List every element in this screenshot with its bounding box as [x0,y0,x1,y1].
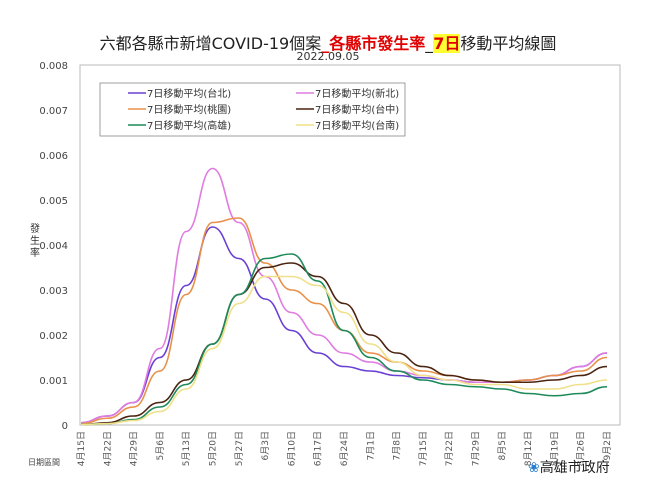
chart-title: 六都各縣市新增COVID-19個案_各縣市發生率_7日移動平均線圖 [0,30,656,54]
x-tick-label: 7月1日 [365,431,376,460]
legend-entry: 7日移動平均(台南) [315,119,399,132]
x-tick-label: 7月8日 [392,431,403,460]
x-tick-label: 7月22日 [444,431,455,466]
x-tick-label: 8月12日 [523,431,534,466]
series-line [80,262,608,426]
chart-subtitle: 2022.09.05 [296,50,360,63]
legend-entry: 7日移動平均(台中) [315,103,399,116]
series-line [80,275,608,426]
y-tick-label: 0.006 [39,151,68,162]
x-tick-label: 6月3日 [260,431,271,460]
y-tick-label: 0.004 [39,241,68,252]
legend-entry: 7日移動平均(台北) [147,87,231,100]
x-tick-label: 8月5日 [497,431,508,460]
x-tick-label: 8月19日 [549,431,560,466]
y-tick-label: 0.003 [39,286,68,297]
series-line [80,167,608,424]
y-axis-label: 發生率 [30,222,40,259]
plot-area [79,64,621,426]
legend-entry: 7日移動平均(高雄) [147,119,231,132]
logo: ❀高雄市政府 [528,457,610,477]
legend-entry: 7日移動平均(桃園) [147,103,231,116]
title-red: _各縣市發生率 [321,34,426,53]
y-tick-label: 0.005 [39,196,68,207]
x-tick-label: 5月20日 [208,431,219,466]
title-underscore: _ [425,34,434,53]
x-tick-label: 6月10日 [286,431,297,466]
x-tick-label: 6月17日 [313,431,324,466]
x-tick-label: 4月15日 [76,431,87,466]
y-tick-label: 0.001 [39,376,68,387]
x-tick-label: 5月27日 [234,431,245,466]
legend-box [99,82,406,137]
x-tick-label: 8月26日 [576,431,587,466]
title-main: 六都各縣市新增COVID-19個案 [99,34,322,53]
x-tick-label: 5月13日 [181,431,192,466]
x-tick-label: 4月22日 [102,431,113,466]
x-tick-label: 7月15日 [418,431,429,466]
logo-text: 高雄市政府 [539,460,610,476]
x-tick-label: 6月24日 [339,431,350,466]
x-tick-label: 5月6日 [155,431,166,460]
x-tick-label: 7月29日 [471,431,482,466]
title-end: 移動平均線圖 [460,34,557,53]
series-line [80,253,608,426]
y-tick-label: 0 [62,421,68,432]
legend-entry: 7日移動平均(新北) [315,87,399,100]
x-tick-label: 4月29日 [129,431,140,466]
title-highlight: 7日 [433,34,461,53]
series-line [80,217,608,425]
x-tick-label: 9月2日 [602,431,613,460]
y-tick-label: 0.002 [39,331,68,342]
kaohsiung-logo-icon: ❀ [528,460,540,476]
y-tick-label: 0.007 [39,106,68,117]
y-tick-label: 0.008 [39,61,68,72]
x-axis-label: 日期區間 [28,458,60,467]
